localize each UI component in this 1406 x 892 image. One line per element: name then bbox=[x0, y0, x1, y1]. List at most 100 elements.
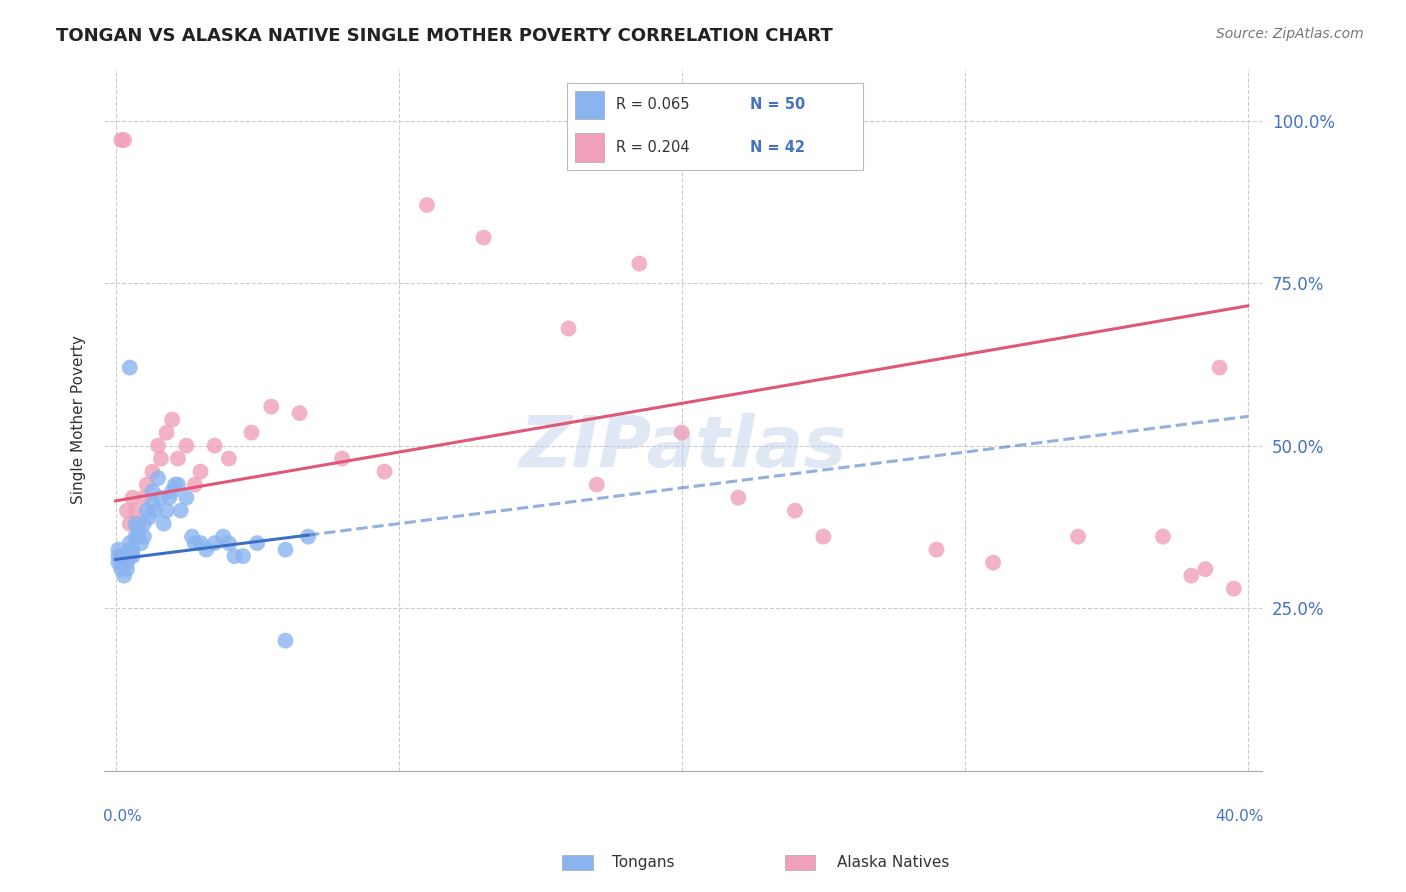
Point bbox=[155, 425, 177, 440]
Point bbox=[149, 491, 172, 505]
Point bbox=[110, 562, 132, 576]
Point bbox=[110, 549, 132, 563]
Text: ZIPatlas: ZIPatlas bbox=[519, 413, 846, 483]
Point bbox=[115, 556, 138, 570]
Point bbox=[274, 633, 297, 648]
Y-axis label: Single Mother Poverty: Single Mother Poverty bbox=[72, 335, 86, 504]
Point bbox=[165, 477, 187, 491]
Text: Source: ZipAtlas.com: Source: ZipAtlas.com bbox=[1216, 27, 1364, 41]
Point bbox=[118, 516, 141, 531]
Point bbox=[628, 256, 651, 270]
Point bbox=[132, 516, 155, 531]
Point bbox=[170, 503, 193, 517]
Point bbox=[124, 503, 146, 517]
Point bbox=[1194, 562, 1216, 576]
Point bbox=[288, 406, 311, 420]
Text: 0.0%: 0.0% bbox=[103, 809, 142, 824]
Point bbox=[132, 530, 155, 544]
Point bbox=[160, 412, 183, 426]
Point bbox=[240, 425, 263, 440]
Point bbox=[141, 497, 163, 511]
Point bbox=[155, 503, 177, 517]
Point bbox=[167, 451, 190, 466]
Point bbox=[124, 516, 146, 531]
Point bbox=[184, 536, 207, 550]
Point bbox=[115, 562, 138, 576]
Point bbox=[124, 530, 146, 544]
Point bbox=[184, 477, 207, 491]
Point bbox=[176, 491, 198, 505]
Point bbox=[925, 542, 948, 557]
Text: 40.0%: 40.0% bbox=[1215, 809, 1263, 824]
Point bbox=[157, 491, 180, 505]
Point bbox=[1222, 582, 1244, 596]
Point bbox=[981, 556, 1004, 570]
Point bbox=[246, 536, 269, 550]
Point bbox=[195, 542, 218, 557]
Point bbox=[160, 484, 183, 499]
Point bbox=[671, 425, 693, 440]
Point bbox=[121, 491, 143, 505]
Point bbox=[212, 530, 235, 544]
Point bbox=[152, 516, 174, 531]
Point bbox=[115, 503, 138, 517]
Point bbox=[204, 439, 226, 453]
Point bbox=[112, 556, 135, 570]
Point bbox=[118, 360, 141, 375]
Point bbox=[146, 471, 169, 485]
Point bbox=[373, 465, 395, 479]
Text: Tongans: Tongans bbox=[612, 855, 673, 870]
Point bbox=[176, 439, 198, 453]
Point bbox=[112, 568, 135, 582]
Point bbox=[135, 503, 157, 517]
Point bbox=[107, 542, 129, 557]
Point bbox=[330, 451, 353, 466]
Point bbox=[110, 556, 132, 570]
Point bbox=[107, 549, 129, 563]
Point bbox=[416, 198, 439, 212]
Point bbox=[129, 536, 152, 550]
Point bbox=[783, 503, 806, 517]
Point bbox=[149, 451, 172, 466]
Point bbox=[1067, 530, 1090, 544]
Point bbox=[727, 491, 749, 505]
Point bbox=[190, 465, 212, 479]
Point bbox=[135, 477, 157, 491]
Point bbox=[472, 230, 495, 244]
Point bbox=[118, 542, 141, 557]
Point bbox=[585, 477, 607, 491]
Point bbox=[107, 556, 129, 570]
Point bbox=[232, 549, 254, 563]
Point bbox=[218, 451, 240, 466]
Point bbox=[274, 542, 297, 557]
Point bbox=[127, 530, 149, 544]
Point bbox=[138, 510, 160, 524]
Point bbox=[110, 133, 132, 147]
Text: Alaska Natives: Alaska Natives bbox=[837, 855, 949, 870]
Point bbox=[204, 536, 226, 550]
Point bbox=[112, 549, 135, 563]
Point bbox=[224, 549, 246, 563]
Point bbox=[297, 530, 319, 544]
Point bbox=[141, 465, 163, 479]
Point bbox=[141, 484, 163, 499]
Point bbox=[813, 530, 835, 544]
Point bbox=[118, 536, 141, 550]
Point bbox=[118, 549, 141, 563]
Point bbox=[190, 536, 212, 550]
Point bbox=[181, 530, 204, 544]
Point bbox=[1208, 360, 1230, 375]
Point bbox=[1180, 568, 1202, 582]
Point bbox=[112, 133, 135, 147]
Point bbox=[557, 321, 579, 335]
Point bbox=[146, 439, 169, 453]
Point bbox=[127, 523, 149, 537]
Point bbox=[132, 491, 155, 505]
Point bbox=[167, 477, 190, 491]
Text: TONGAN VS ALASKA NATIVE SINGLE MOTHER POVERTY CORRELATION CHART: TONGAN VS ALASKA NATIVE SINGLE MOTHER PO… bbox=[56, 27, 832, 45]
Point bbox=[260, 400, 283, 414]
Point bbox=[218, 536, 240, 550]
Point bbox=[143, 503, 166, 517]
Point bbox=[121, 542, 143, 557]
Point bbox=[121, 549, 143, 563]
